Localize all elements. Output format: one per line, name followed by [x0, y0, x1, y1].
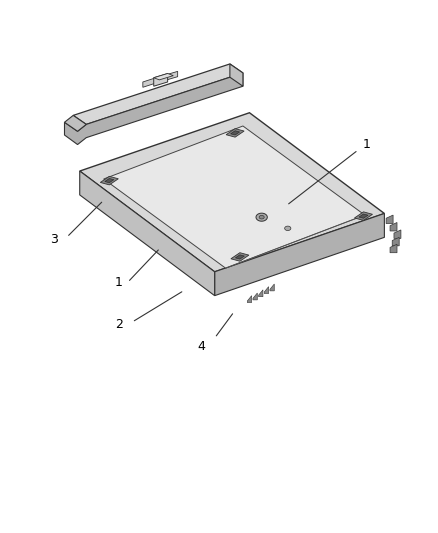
Polygon shape — [231, 253, 249, 261]
Polygon shape — [247, 296, 252, 303]
Polygon shape — [390, 222, 397, 231]
Polygon shape — [226, 128, 244, 137]
Polygon shape — [154, 74, 173, 80]
Polygon shape — [105, 179, 114, 183]
Polygon shape — [215, 214, 385, 296]
Polygon shape — [143, 71, 178, 87]
Polygon shape — [386, 215, 393, 223]
Text: 3: 3 — [49, 233, 57, 246]
Polygon shape — [253, 293, 257, 300]
Polygon shape — [359, 214, 368, 218]
Text: 2: 2 — [115, 318, 123, 332]
Polygon shape — [258, 290, 263, 297]
Polygon shape — [392, 237, 399, 246]
Polygon shape — [80, 171, 215, 296]
Polygon shape — [154, 74, 168, 86]
Polygon shape — [285, 226, 291, 231]
Polygon shape — [104, 126, 365, 268]
Polygon shape — [264, 287, 268, 294]
Polygon shape — [394, 230, 401, 238]
Polygon shape — [64, 73, 243, 144]
Polygon shape — [64, 115, 86, 131]
Polygon shape — [73, 64, 243, 124]
Polygon shape — [80, 113, 385, 272]
Polygon shape — [390, 244, 397, 253]
Polygon shape — [256, 213, 267, 221]
Polygon shape — [230, 131, 240, 135]
Text: 1: 1 — [115, 276, 123, 289]
Polygon shape — [235, 255, 244, 259]
Polygon shape — [270, 284, 274, 291]
Polygon shape — [100, 176, 118, 185]
Polygon shape — [230, 64, 243, 86]
Polygon shape — [354, 212, 372, 221]
Polygon shape — [259, 215, 264, 219]
Text: 4: 4 — [198, 340, 205, 352]
Text: 1: 1 — [363, 138, 371, 151]
